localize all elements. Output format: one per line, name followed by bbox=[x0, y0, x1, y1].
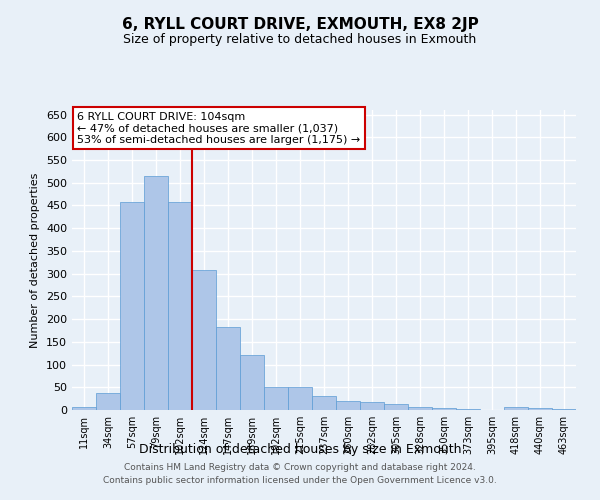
Bar bbox=[120, 202, 144, 410]
Y-axis label: Number of detached properties: Number of detached properties bbox=[31, 172, 40, 348]
Bar bbox=[288, 388, 312, 410]
Bar bbox=[72, 407, 96, 410]
Bar bbox=[264, 388, 288, 410]
Bar bbox=[408, 407, 432, 410]
Bar bbox=[312, 396, 336, 410]
Bar bbox=[168, 202, 192, 410]
Bar bbox=[552, 408, 576, 410]
Bar bbox=[240, 356, 264, 410]
Bar bbox=[432, 408, 456, 410]
Text: Distribution of detached houses by size in Exmouth: Distribution of detached houses by size … bbox=[139, 442, 461, 456]
Text: 6, RYLL COURT DRIVE, EXMOUTH, EX8 2JP: 6, RYLL COURT DRIVE, EXMOUTH, EX8 2JP bbox=[122, 18, 478, 32]
Bar bbox=[456, 409, 480, 410]
Bar bbox=[336, 401, 360, 410]
Bar bbox=[528, 408, 552, 410]
Bar bbox=[96, 393, 120, 410]
Bar bbox=[360, 402, 384, 410]
Bar bbox=[384, 404, 408, 410]
Bar bbox=[504, 408, 528, 410]
Text: Size of property relative to detached houses in Exmouth: Size of property relative to detached ho… bbox=[124, 32, 476, 46]
Text: Contains HM Land Registry data © Crown copyright and database right 2024.
Contai: Contains HM Land Registry data © Crown c… bbox=[103, 464, 497, 485]
Bar bbox=[216, 328, 240, 410]
Text: 6 RYLL COURT DRIVE: 104sqm
← 47% of detached houses are smaller (1,037)
53% of s: 6 RYLL COURT DRIVE: 104sqm ← 47% of deta… bbox=[77, 112, 360, 144]
Bar bbox=[144, 176, 168, 410]
Bar bbox=[192, 270, 216, 410]
